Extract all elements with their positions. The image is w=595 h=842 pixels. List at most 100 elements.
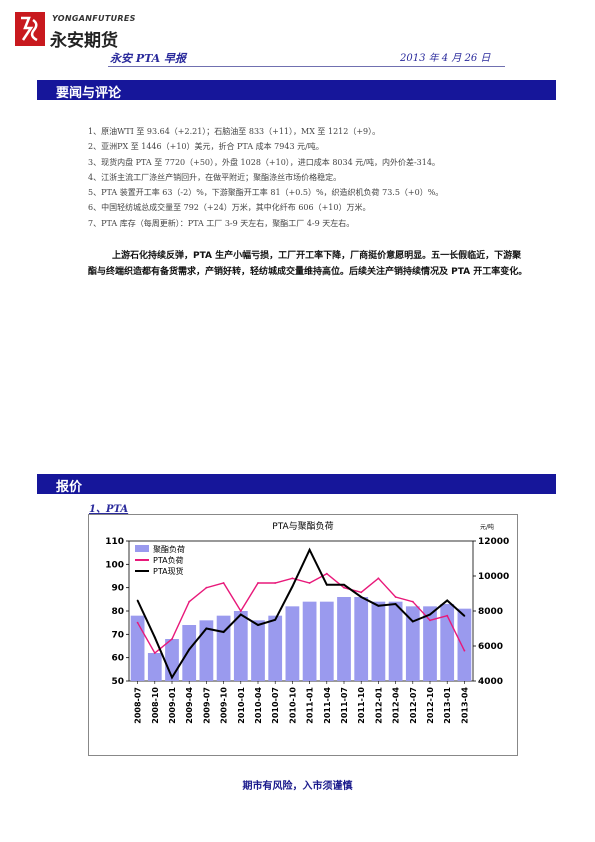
x-tick-label: 2011-01 [306,687,315,724]
load-bar [285,606,300,681]
series-point [153,652,156,654]
x-tick-label: 2012-10 [426,687,435,724]
series-point [463,649,466,652]
report-date: 2013 年 4 月 26 日 [400,53,491,64]
series-point [188,648,191,651]
series-point [257,624,259,626]
load-bar [216,615,231,681]
x-tick-label: 2012-04 [392,687,401,724]
series-point [429,613,431,616]
pta-chart-frame: PTA与聚酯负荷 元/吨 50 60 70 80 90 100 110 4000 6000 800… [88,514,518,756]
series-point [257,582,259,584]
logo-glyph [21,16,38,42]
series-point [446,614,449,617]
legend-label: PTA负荷 [153,555,184,565]
logo-chinese: 永安期货 [50,31,118,51]
y-left-tick-label: 80 [111,607,124,617]
y-left-tick-label: 50 [111,677,124,687]
y-right-tick-label: 10000 [478,572,509,582]
load-bar [423,606,437,681]
x-tick-label: 2009-01 [168,687,177,724]
y-right-tick-label: 8000 [478,607,503,617]
y-left-tick-label: 60 [111,654,124,664]
series-point [343,583,345,586]
legend-label: PTA现货 [153,566,184,576]
series-point [429,619,431,622]
load-bar [405,606,420,681]
x-tick-label: 2010-01 [237,687,246,724]
x-tick-label: 2012-07 [409,687,418,724]
series-point [394,603,397,605]
load-bar [337,597,351,681]
x-tick-label: 2008-10 [151,687,160,724]
series-point [136,599,139,602]
series-point [205,627,208,630]
chart-unit-label: 元/吨 [480,523,494,531]
series-point [360,591,363,594]
report-brand: 永安 PTA 早报 [110,52,187,65]
series-point [188,600,191,603]
load-bar [165,639,179,681]
series-point [325,572,328,575]
x-tick-label: 2009-04 [185,687,194,724]
x-tick-label: 2011-07 [340,687,349,724]
series-point [171,638,173,640]
series-point [377,604,380,607]
y-left-tick-label: 90 [111,584,124,594]
series-point [411,620,414,623]
series-point [308,548,311,551]
series-point [463,615,466,617]
series-point [153,636,156,639]
series-point [205,586,208,589]
news-item: 6、中国轻纺城总成交量至 792（+24）万米，其中化纤布 606（+10）万米… [88,203,371,213]
y-left-tick-label: 110 [105,537,124,547]
load-bar [251,620,265,681]
load-bar [319,601,334,681]
series-point [308,582,311,584]
risk-footer: 期市有风险，入市须谨慎 [242,781,353,792]
logo-english: YONGANFUTURES [52,14,136,23]
chart-title: PTA与聚酯负荷 [272,520,333,532]
news-list: 1、原油WTI 至 93.64（+2.21）；石脑油至 833（+11），MX … [88,124,443,231]
news-section-title: 要闻与评论 [56,86,122,101]
x-tick-label: 2013-04 [460,687,469,724]
series-point [274,618,277,621]
series-point [343,586,345,589]
x-tick-label: 2008-07 [134,687,143,724]
header-rule [108,66,505,67]
load-bar [199,620,214,681]
load-bar [457,608,472,681]
load-bar [302,601,317,681]
legend-label: 聚酯负荷 [153,544,185,554]
series-point [377,577,380,580]
load-bar [233,611,248,681]
y-right-tick-label: 6000 [478,642,503,652]
news-item: 3、现货内盘 PTA 至 7720（+50），外盘 1028（+10），进口成本… [88,157,440,167]
series-point [291,577,294,580]
x-tick-label: 2010-04 [254,687,263,724]
news-item: 4、江浙主流工厂涤丝产销回升，在做平附近；聚酯涤丝市场价格稳定。 [88,172,342,182]
news-item: 5、PTA 装置开工率 63（-2）%，下游聚酯开工率 81（+0.5）%，织造… [88,188,444,198]
load-bar [388,601,403,681]
x-tick-label: 2012-01 [374,687,383,724]
y-right-tick-label: 12000 [478,537,509,547]
series-point [411,600,414,603]
pta-subheading: 1、PTA [89,504,129,515]
series-point [239,613,242,616]
load-bar [371,601,386,681]
load-bar [147,653,162,681]
commentary-paragraph: 上游石化持续反弹，PTA 生产小幅亏损，工厂开工率下降，厂商挺价意愿明显。五一长… [88,251,528,277]
series-line [136,547,466,680]
x-tick-label: 2010-10 [288,687,297,724]
price-section-bar [37,474,556,494]
y-left-tick-label: 70 [111,630,124,640]
x-tick-label: 2011-04 [323,687,332,724]
news-item: 2、亚洲PX 至 1446（+10）美元，折合 PTA 成本 7943 元/吨。 [88,142,324,152]
x-tick-label: 2013-01 [443,687,452,724]
series-point [325,583,328,586]
news-item: 1、原油WTI 至 93.64（+2.21）；石脑油至 833（+11），MX … [88,127,381,136]
series-point [360,596,363,598]
x-tick-label: 2009-07 [202,687,211,724]
load-bar [130,615,145,681]
logo-mark [15,12,45,46]
